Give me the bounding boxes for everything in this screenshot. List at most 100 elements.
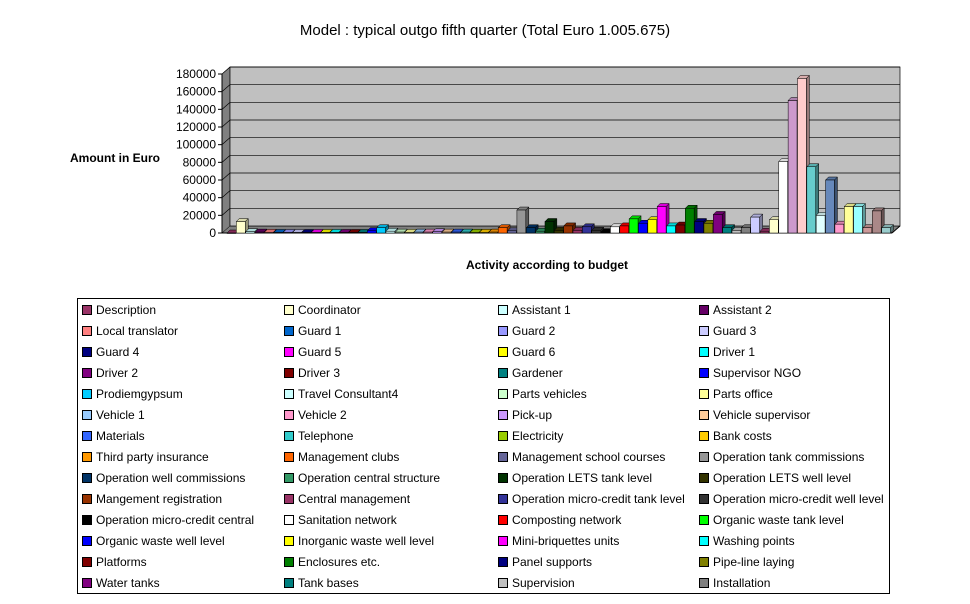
y-tick-label: 140000: [176, 102, 216, 116]
legend-label: Guard 2: [512, 324, 556, 338]
legend-label: Guard 1: [298, 324, 342, 338]
gridline-side: [221, 102, 231, 110]
y-tick-label: 100000: [176, 138, 216, 152]
legend-swatch: [284, 410, 294, 420]
legend-swatch: [699, 494, 709, 504]
legend-swatch: [284, 389, 294, 399]
legend-swatch: [498, 557, 508, 567]
legend-swatch: [284, 368, 294, 378]
legend-label: Materials: [96, 429, 145, 443]
gridline-side: [221, 190, 231, 198]
legend-swatch: [284, 515, 294, 525]
y-tick-label: 80000: [183, 155, 217, 169]
legend-label: Telephone: [298, 429, 354, 443]
legend-swatch: [82, 557, 92, 567]
legend-label: Organic waste tank level: [713, 513, 844, 527]
legend-label: Driver 1: [713, 345, 756, 359]
legend-swatch: [82, 347, 92, 357]
legend-label: Enclosures etc.: [298, 555, 381, 569]
legend-label: Pipe-line laying: [713, 555, 795, 569]
legend-swatch: [82, 410, 92, 420]
legend-label: Panel supports: [512, 555, 593, 569]
y-tick-label: 0: [209, 226, 216, 240]
bar-coordinator: [235, 217, 249, 234]
legend-label: Assistant 1: [512, 303, 571, 317]
legend-swatch: [82, 494, 92, 504]
legend-swatch: [699, 389, 709, 399]
bar-vehicle-1: [413, 228, 427, 234]
legend-label: Operation tank commissions: [713, 450, 865, 464]
legend-label: Prodiemgypsum: [96, 387, 183, 401]
y-tick-label: 20000: [183, 208, 217, 222]
legend-label: Vehicle supervisor: [713, 408, 811, 422]
legend-label: Operation micro-credit well level: [713, 492, 884, 506]
legend-swatch: [284, 578, 294, 588]
y-tick-label: 40000: [183, 191, 217, 205]
legend-label: Driver 3: [298, 366, 341, 380]
legend-label: Central management: [298, 492, 411, 506]
legend-swatch: [498, 452, 508, 462]
legend-swatch: [498, 536, 508, 546]
legend-label: Operation central structure: [298, 471, 441, 485]
legend-swatch: [498, 431, 508, 441]
legend-swatch: [284, 494, 294, 504]
bar-chart: 0 20000 40000 60000 80000 100000 120000 140000 1…: [70, 66, 901, 272]
legend-label: Inorganic waste well level: [298, 534, 435, 548]
legend-label: Operation LETS tank level: [512, 471, 653, 485]
legend-label: Travel Consultant4: [298, 387, 399, 401]
y-tick-label: 180000: [176, 67, 216, 81]
legend-swatch: [699, 452, 709, 462]
legend-label: Bank costs: [713, 429, 772, 443]
legend-label: Supervisor NGO: [713, 366, 802, 380]
y-axis-label: Amount in Euro: [70, 151, 160, 165]
legend-swatch: [699, 557, 709, 567]
chart-legend: Description Coordinator Assistant 1 Assista…: [77, 298, 890, 594]
legend-label: Management school courses: [512, 450, 666, 464]
legend-label: Operation micro-credit tank level: [512, 492, 685, 506]
y-tick-label: 60000: [183, 173, 217, 187]
legend-swatch: [82, 536, 92, 546]
bar-telephone: [460, 228, 474, 234]
x-axis-label: Activity according to budget: [466, 258, 628, 272]
plot-side-wall: [221, 66, 231, 234]
legend-swatch: [82, 326, 92, 336]
legend-label: Washing points: [713, 534, 795, 548]
legend-label: Assistant 2: [713, 303, 772, 317]
gridline-side: [221, 137, 231, 145]
legend-swatch: [699, 515, 709, 525]
gridline-side: [221, 84, 231, 92]
legend-swatch: [498, 305, 508, 315]
gridline-side: [221, 66, 231, 75]
legend-label: Vehicle 2: [298, 408, 347, 422]
bar-item-57: [750, 213, 764, 234]
legend-label: Description: [96, 303, 157, 317]
legend-label: Operation micro-credit central: [96, 513, 255, 527]
legend-swatch: [284, 431, 294, 441]
legend-swatch: [699, 326, 709, 336]
legend-swatch: [699, 410, 709, 420]
y-tick-label: 120000: [176, 120, 216, 134]
legend-swatch: [284, 452, 294, 462]
legend-swatch: [284, 326, 294, 336]
legend-label: Local translator: [96, 324, 179, 338]
legend-swatch: [699, 431, 709, 441]
legend-label: Supervision: [512, 576, 575, 590]
bar-item-65: [824, 176, 839, 234]
legend-label: Gardener: [512, 366, 563, 380]
gridline-side: [221, 119, 231, 128]
legend-swatch: [498, 494, 508, 504]
legend-swatch: [498, 410, 508, 420]
legend-label: Driver 2: [96, 366, 139, 380]
legend-swatch: [82, 368, 92, 378]
legend-swatch: [498, 326, 508, 336]
legend-swatch: [498, 368, 508, 378]
legend-label: Guard 6: [512, 345, 556, 359]
legend-swatch: [284, 347, 294, 357]
legend-label: Composting network: [512, 513, 622, 527]
legend-label: Third party insurance: [96, 450, 209, 464]
legend-swatch: [498, 347, 508, 357]
legend-swatch: [284, 473, 294, 483]
legend-label: Coordinator: [298, 303, 361, 317]
chart-title: Model : typical outgo fifth quarter (Tot…: [299, 22, 671, 39]
legend-label: Parts vehicles: [512, 387, 587, 401]
